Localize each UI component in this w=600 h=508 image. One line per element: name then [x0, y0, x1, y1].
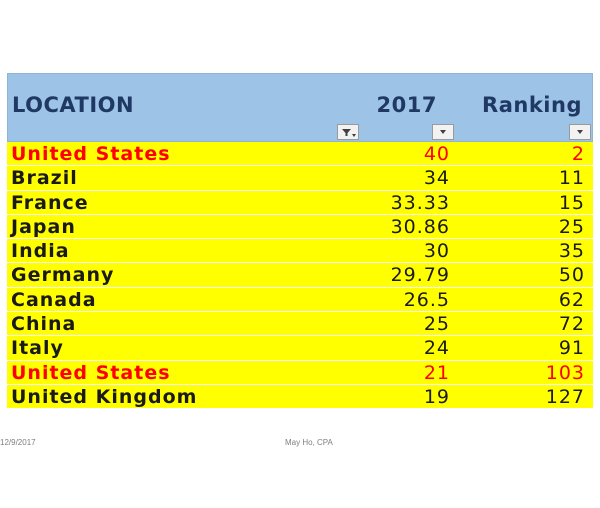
cell-year: 21 [423, 361, 450, 384]
header-location: LOCATION [12, 93, 135, 117]
cell-ranking: 50 [558, 264, 585, 287]
cell-year: 33.33 [390, 191, 450, 214]
cell-ranking: 72 [558, 313, 585, 336]
cell-location: United States [11, 361, 171, 384]
header-year: 2017 [376, 93, 437, 117]
cell-location: China [11, 313, 77, 336]
cell-ranking: 2 [571, 143, 585, 165]
header-ranking: Ranking [482, 93, 582, 117]
year-filter-button[interactable] [432, 124, 454, 140]
table-body: United States 40 2 Brazil 34 11 France 33.33 15 J… [7, 142, 593, 410]
cell-location: India [11, 240, 70, 263]
cell-ranking: 35 [558, 240, 585, 263]
cell-ranking: 62 [558, 288, 585, 311]
table-row[interactable]: Italy 24 91 [7, 336, 593, 361]
table-row[interactable]: France 33.33 15 [7, 190, 593, 215]
cell-location: Canada [11, 288, 97, 311]
cell-location: France [11, 191, 89, 214]
cell-year: 24 [423, 337, 450, 360]
cell-location: Brazil [11, 167, 78, 190]
cell-location: United Kingdom [11, 385, 198, 408]
table-row[interactable]: United States 40 2 [7, 142, 593, 167]
table-row[interactable]: Canada 26.5 62 [7, 287, 593, 313]
cell-year: 40 [423, 143, 450, 165]
cell-year: 30 [423, 240, 450, 263]
cell-year: 19 [423, 385, 450, 408]
data-table: LOCATION 2017 Ranking United States 40 2 Br… [7, 73, 593, 410]
cell-year: 26.5 [403, 288, 450, 311]
cell-ranking: 11 [558, 167, 585, 190]
table-row[interactable]: Brazil 34 11 [7, 166, 593, 191]
table-row[interactable]: India 30 35 [7, 239, 593, 264]
ranking-filter-button[interactable] [569, 124, 591, 140]
footer-date: 12/9/2017 [0, 438, 36, 447]
cell-year: 29.79 [390, 264, 450, 287]
cell-year: 25 [423, 313, 450, 336]
cell-location: Germany [11, 264, 115, 287]
location-filter-button[interactable] [337, 124, 359, 140]
cell-location: Italy [11, 337, 64, 360]
table-row[interactable]: United Kingdom 19 127 [7, 384, 593, 410]
table-row[interactable]: United States 21 103 [7, 360, 593, 385]
dropdown-arrow-icon [577, 130, 583, 134]
cell-ranking: 15 [558, 191, 585, 214]
cell-ranking: 127 [545, 385, 585, 408]
cell-year: 30.86 [390, 215, 450, 238]
cell-ranking: 91 [558, 337, 585, 360]
table-header: LOCATION 2017 Ranking [7, 73, 593, 142]
filter-active-icon [342, 129, 356, 137]
cell-ranking: 25 [558, 215, 585, 238]
cell-year: 34 [423, 167, 450, 190]
table-row[interactable]: Germany 29.79 50 [7, 263, 593, 288]
table-row[interactable]: China 25 72 [7, 312, 593, 337]
table-row[interactable]: Japan 30.86 25 [7, 214, 593, 240]
dropdown-arrow-icon [440, 130, 446, 134]
cell-location: Japan [11, 215, 76, 238]
cell-location: United States [11, 143, 171, 165]
cell-ranking: 103 [545, 361, 585, 384]
footer-author: May Ho, CPA [285, 438, 333, 447]
